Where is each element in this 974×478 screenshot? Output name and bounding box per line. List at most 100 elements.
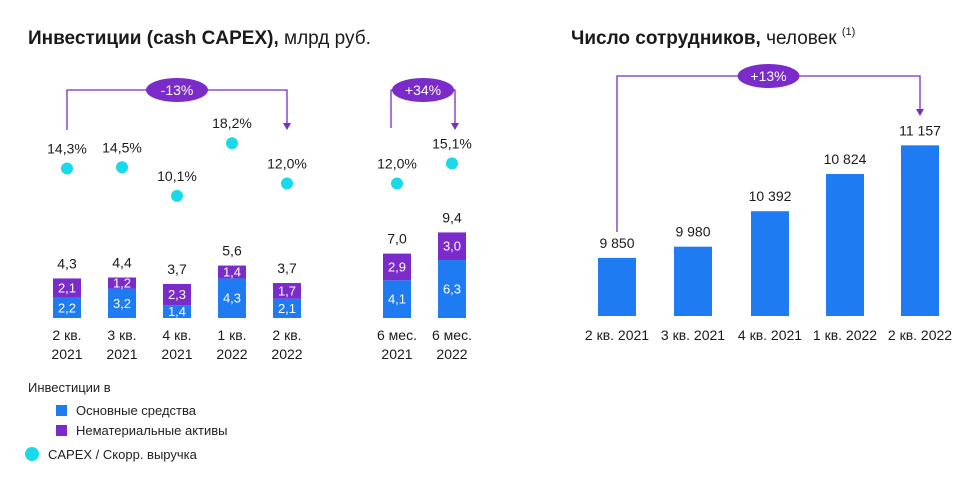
employees-bar [751,211,789,316]
x-tick-label: 2022 [271,346,302,362]
legend-swatch-fixed-assets [56,405,67,416]
employees-bar [901,145,939,316]
employees-bar [826,174,864,316]
bar-intangible [273,283,301,299]
employees-title: Число сотрудников, человек (1) [571,26,856,50]
x-tick-label: 2 кв. 2022 [888,327,952,343]
bar-fixed-assets [438,260,466,318]
bracket-employees-arrowhead [916,109,924,116]
legend-capex-ratio: CAPEX / Скорр. выручка [48,447,197,462]
bar-intangible [108,277,136,289]
bar-total-label: 9,4 [442,209,462,225]
capex-ratio-point [226,137,238,150]
bar-total-label: 3,7 [167,261,187,277]
x-tick-label: 1 кв. [217,327,246,343]
capex-ratio-label: 15,1% [432,135,472,151]
bar-intangible-label: 2,3 [168,287,186,302]
bar-fixed-assets [163,305,191,318]
investments-title-unit: млрд руб. [278,28,371,49]
bar-fixed-assets [383,280,411,318]
x-tick-label: 2 кв. 2021 [585,327,649,343]
employees-bar [598,257,636,316]
x-tick-label: 6 мес. [432,327,472,343]
bar-total-label: 4,4 [112,255,132,271]
x-tick-label: 4 кв. 2021 [738,327,802,343]
bar-total-label: 4,3 [57,255,77,271]
bracket-half-year-badge [392,78,454,102]
bar-intangible-label: 2,9 [388,259,406,274]
bar-intangible [218,265,246,279]
legend-header: Инвестиции в [28,380,111,395]
bar-fixed-assets-label: 1,4 [168,304,186,319]
employees-bar [674,246,712,316]
bar-intangible [53,278,81,298]
bar-intangible-label: 2,1 [58,281,76,296]
bracket-quarter-arrowhead [283,123,291,130]
bar-intangible-label: 1,7 [278,283,296,298]
investments-title: Инвестиции (cash CAPEX), млрд руб. [28,28,371,50]
bracket-employees-line [616,75,921,232]
bracket-employees-badge [737,64,800,88]
legend-intangible: Нематериальные активы [76,423,228,438]
x-tick-label: 2 кв. [272,327,301,343]
x-tick-label: 2021 [106,346,137,362]
bar-intangible [163,283,191,306]
capex-ratio-label: 12,0% [377,156,417,172]
bracket-half-year-badge-label: +34% [405,82,441,98]
x-tick-label: 2 кв. [52,327,81,343]
employees-value-label: 9 980 [675,224,710,240]
bracket-half-year-arrowhead [451,123,459,130]
capex-ratio-point [281,177,293,190]
x-tick-label: 4 кв. [162,327,191,343]
capex-ratio-point [116,161,128,174]
employees-footnote: (1) [841,26,856,38]
bar-fixed-assets-label: 2,1 [278,301,296,316]
employees-chart: 9 850 2 кв. 2021 9 980 3 кв. 2021 10 392 4 кв… [585,64,952,343]
x-tick-label: 6 мес. [377,327,417,343]
bar-fixed-assets [53,297,81,318]
x-tick-label: 1 кв. 2022 [813,327,877,343]
legend-fixed-assets: Основные средства [76,403,196,418]
x-tick-label: 2021 [51,346,82,362]
capex-ratio-point [171,189,183,202]
bar-fixed-assets-label: 4,3 [223,291,241,306]
employees-value-label: 11 157 [899,122,941,138]
legend-dot-capex-ratio [25,447,39,461]
capex-ratio-label: 12,0% [267,156,307,172]
employees-value-label: 10 392 [749,188,792,204]
bar-fixed-assets-label: 2,2 [58,300,76,315]
bar-fixed-assets-label: 4,1 [388,292,406,307]
bracket-quarter-badge-label: -13% [161,82,194,98]
x-tick-label: 2021 [161,346,192,362]
x-tick-label: 3 кв. 2021 [661,327,725,343]
bar-fixed-assets [218,278,246,318]
bar-intangible-label: 3,0 [443,239,461,254]
capex-ratio-point [446,157,458,170]
bracket-quarter-badge [146,78,208,102]
bar-total-label: 7,0 [387,231,407,247]
x-tick-label: 2022 [216,346,247,362]
x-tick-label: 3 кв. [107,327,136,343]
capex-ratio-point [391,177,403,190]
capex-ratio-label: 18,2% [212,115,252,131]
bar-intangible [438,232,466,261]
bar-fixed-assets-label: 6,3 [443,282,461,297]
bar-intangible-label: 1,2 [113,276,131,291]
capex-ratio-label: 10,1% [157,168,197,184]
employees-value-label: 9 850 [599,235,634,251]
x-tick-label: 2022 [436,346,467,362]
capex-ratio-label: 14,3% [47,141,87,157]
investments-title-main: Инвестиции (cash CAPEX), [28,28,279,49]
bracket-employees-badge-label: +13% [750,68,786,84]
bar-total-label: 3,7 [277,260,297,276]
bar-intangible [383,253,411,281]
bar-fixed-assets [273,298,301,318]
bar-fixed-assets [108,288,136,318]
bar-total-label: 5,6 [222,243,242,259]
employees-value-label: 10 824 [824,151,867,167]
bar-fixed-assets-label: 3,2 [113,296,131,311]
legend-swatch-intangible [56,425,67,436]
employees-title-main: Число сотрудников, [571,28,761,49]
bar-intangible-label: 1,4 [223,265,241,280]
x-tick-label: 2021 [381,346,412,362]
